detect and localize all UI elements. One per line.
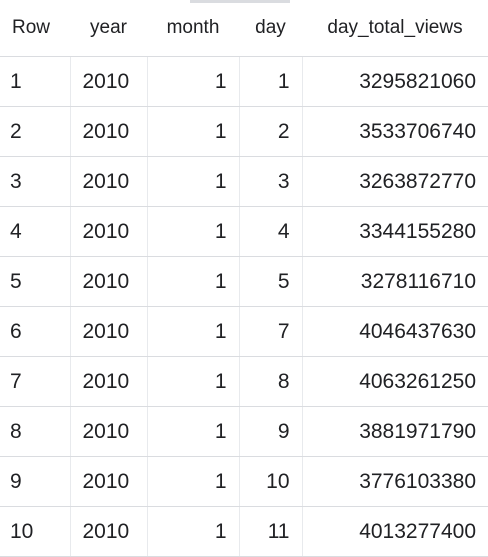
table-row[interactable]: 9 2010 1 10 3776103380 bbox=[0, 456, 488, 507]
cell-year: 2010 bbox=[70, 106, 148, 157]
table-header: Row year month day day_total_views bbox=[0, 0, 488, 57]
cell-row-number: 10 bbox=[0, 506, 71, 557]
cell-day: 9 bbox=[239, 406, 303, 457]
cell-day-total-views: 3278116710 bbox=[302, 256, 488, 307]
cell-day: 1 bbox=[239, 56, 303, 107]
cell-day: 7 bbox=[239, 306, 303, 357]
cell-month: 1 bbox=[147, 106, 240, 157]
cell-month: 1 bbox=[147, 356, 240, 407]
table-row[interactable]: 2 2010 1 2 3533706740 bbox=[0, 106, 488, 157]
cell-row-number: 1 bbox=[0, 56, 71, 107]
cell-year: 2010 bbox=[70, 506, 148, 557]
cell-day: 10 bbox=[239, 456, 303, 507]
cell-row-number: 6 bbox=[0, 306, 71, 357]
cell-year: 2010 bbox=[70, 156, 148, 207]
table-row[interactable]: 6 2010 1 7 4046437630 bbox=[0, 306, 488, 357]
cell-row-number: 5 bbox=[0, 256, 71, 307]
cell-year: 2010 bbox=[70, 356, 148, 407]
cell-day-total-views: 3344155280 bbox=[302, 206, 488, 257]
cell-day: 8 bbox=[239, 356, 303, 407]
cell-day-total-views: 4063261250 bbox=[302, 356, 488, 407]
cell-month: 1 bbox=[147, 56, 240, 107]
column-header-month[interactable]: month bbox=[147, 0, 239, 57]
cell-row-number: 3 bbox=[0, 156, 71, 207]
cell-month: 1 bbox=[147, 156, 240, 207]
column-header-year[interactable]: year bbox=[70, 0, 147, 57]
cell-row-number: 2 bbox=[0, 106, 71, 157]
cell-month: 1 bbox=[147, 456, 240, 507]
cell-day: 3 bbox=[239, 156, 303, 207]
table-row[interactable]: 3 2010 1 3 3263872770 bbox=[0, 156, 488, 207]
cell-day-total-views: 4046437630 bbox=[302, 306, 488, 357]
column-header-day[interactable]: day bbox=[239, 0, 302, 57]
cell-year: 2010 bbox=[70, 406, 148, 457]
cell-month: 1 bbox=[147, 406, 240, 457]
cell-year: 2010 bbox=[70, 306, 148, 357]
cell-year: 2010 bbox=[70, 206, 148, 257]
cell-row-number: 7 bbox=[0, 356, 71, 407]
cell-month: 1 bbox=[147, 306, 240, 357]
cell-day-total-views: 3263872770 bbox=[302, 156, 488, 207]
table-row[interactable]: 8 2010 1 9 3881971790 bbox=[0, 406, 488, 457]
cell-row-number: 4 bbox=[0, 206, 71, 257]
cell-day: 2 bbox=[239, 106, 303, 157]
table-body: 1 2010 1 1 3295821060 2 2010 1 2 3533706740 3 2010 1… bbox=[0, 56, 488, 557]
cell-day-total-views: 3295821060 bbox=[302, 56, 488, 107]
header-row: Row year month day day_total_views bbox=[0, 0, 488, 57]
cell-month: 1 bbox=[147, 206, 240, 257]
table-row[interactable]: 1 2010 1 1 3295821060 bbox=[0, 56, 488, 107]
table-row[interactable]: 4 2010 1 4 3344155280 bbox=[0, 206, 488, 257]
cell-day-total-views: 3776103380 bbox=[302, 456, 488, 507]
cell-month: 1 bbox=[147, 256, 240, 307]
cell-day: 5 bbox=[239, 256, 303, 307]
cell-row-number: 8 bbox=[0, 406, 71, 457]
cell-year: 2010 bbox=[70, 456, 148, 507]
column-header-row[interactable]: Row bbox=[0, 0, 70, 57]
cell-row-number: 9 bbox=[0, 456, 71, 507]
cell-year: 2010 bbox=[70, 256, 148, 307]
cell-day: 11 bbox=[239, 506, 303, 557]
cell-month: 1 bbox=[147, 506, 240, 557]
cell-day-total-views: 3881971790 bbox=[302, 406, 488, 457]
column-header-day-total-views[interactable]: day_total_views bbox=[302, 0, 488, 57]
table-row[interactable]: 10 2010 1 11 4013277400 bbox=[0, 506, 488, 557]
cell-day: 4 bbox=[239, 206, 303, 257]
table-row[interactable]: 5 2010 1 5 3278116710 bbox=[0, 256, 488, 307]
cell-day-total-views: 3533706740 bbox=[302, 106, 488, 157]
cell-year: 2010 bbox=[70, 56, 148, 107]
cell-day-total-views: 4013277400 bbox=[302, 506, 488, 557]
table-row[interactable]: 7 2010 1 8 4063261250 bbox=[0, 356, 488, 407]
